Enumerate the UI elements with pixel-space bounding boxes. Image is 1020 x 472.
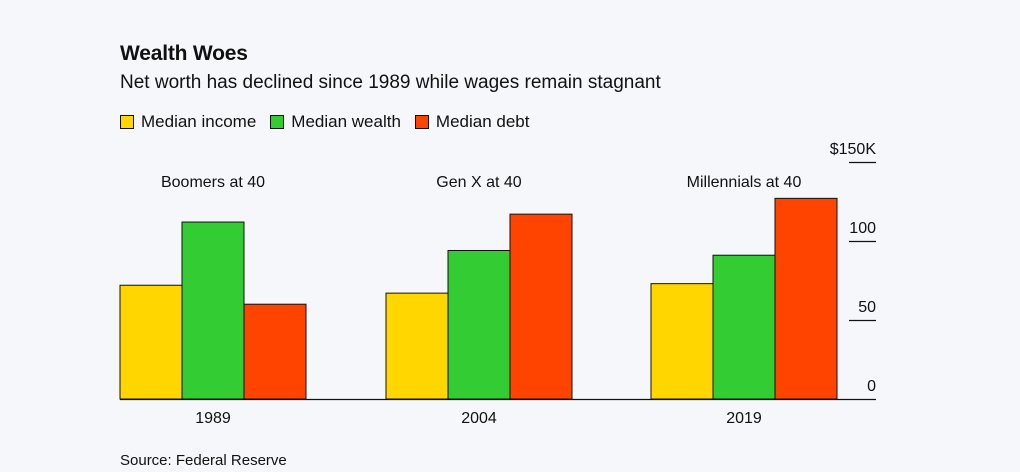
y-tick-label-50: 50	[858, 299, 876, 316]
bar-median-income-2004	[385, 292, 449, 400]
bar-median-debt-2019	[774, 197, 838, 400]
bar-median-debt-1989	[243, 303, 307, 400]
x-tick-label-2004: 2004	[461, 410, 497, 427]
chart-title: Wealth Woes	[120, 42, 248, 65]
legend-swatch-median-income	[120, 115, 134, 129]
legend-swatch-median-debt	[414, 115, 429, 129]
y-tick-label-100: 100	[849, 220, 876, 237]
group-label-boomers-at-40: Boomers at 40	[161, 174, 265, 191]
legend-item-median-debt: Median debt	[414, 112, 530, 132]
y-tick-label-150: $150K	[830, 141, 877, 158]
legend-swatch-median-wealth	[270, 115, 285, 129]
bar-median-wealth-2004	[447, 249, 511, 400]
y-tick-label-0: 0	[867, 378, 876, 395]
legend: Median income Median wealth Median debt	[120, 112, 543, 132]
chart-subtitle: Net worth has declined since 1989 while …	[120, 72, 661, 93]
legend-item-median-income: Median income	[120, 112, 256, 132]
source-note: Source: Federal Reserve	[120, 452, 287, 469]
bar-median-wealth-2019	[712, 254, 776, 400]
bar-median-debt-2004	[509, 213, 573, 400]
x-tick-label-1989: 1989	[195, 410, 231, 427]
legend-label-median-income: Median income	[141, 112, 257, 131]
legend-label-median-debt: Median debt	[435, 112, 530, 131]
bar-median-wealth-1989	[181, 221, 245, 400]
group-label-millennials-at-40: Millennials at 40	[687, 174, 802, 191]
group-label-gen-x-at-40: Gen X at 40	[436, 174, 521, 191]
legend-label-median-wealth: Median wealth	[291, 112, 401, 131]
bar-median-income-1989	[119, 284, 183, 400]
bar-median-income-2019	[650, 283, 714, 400]
x-tick-label-2019: 2019	[726, 410, 762, 427]
legend-item-median-wealth: Median wealth	[270, 112, 401, 132]
